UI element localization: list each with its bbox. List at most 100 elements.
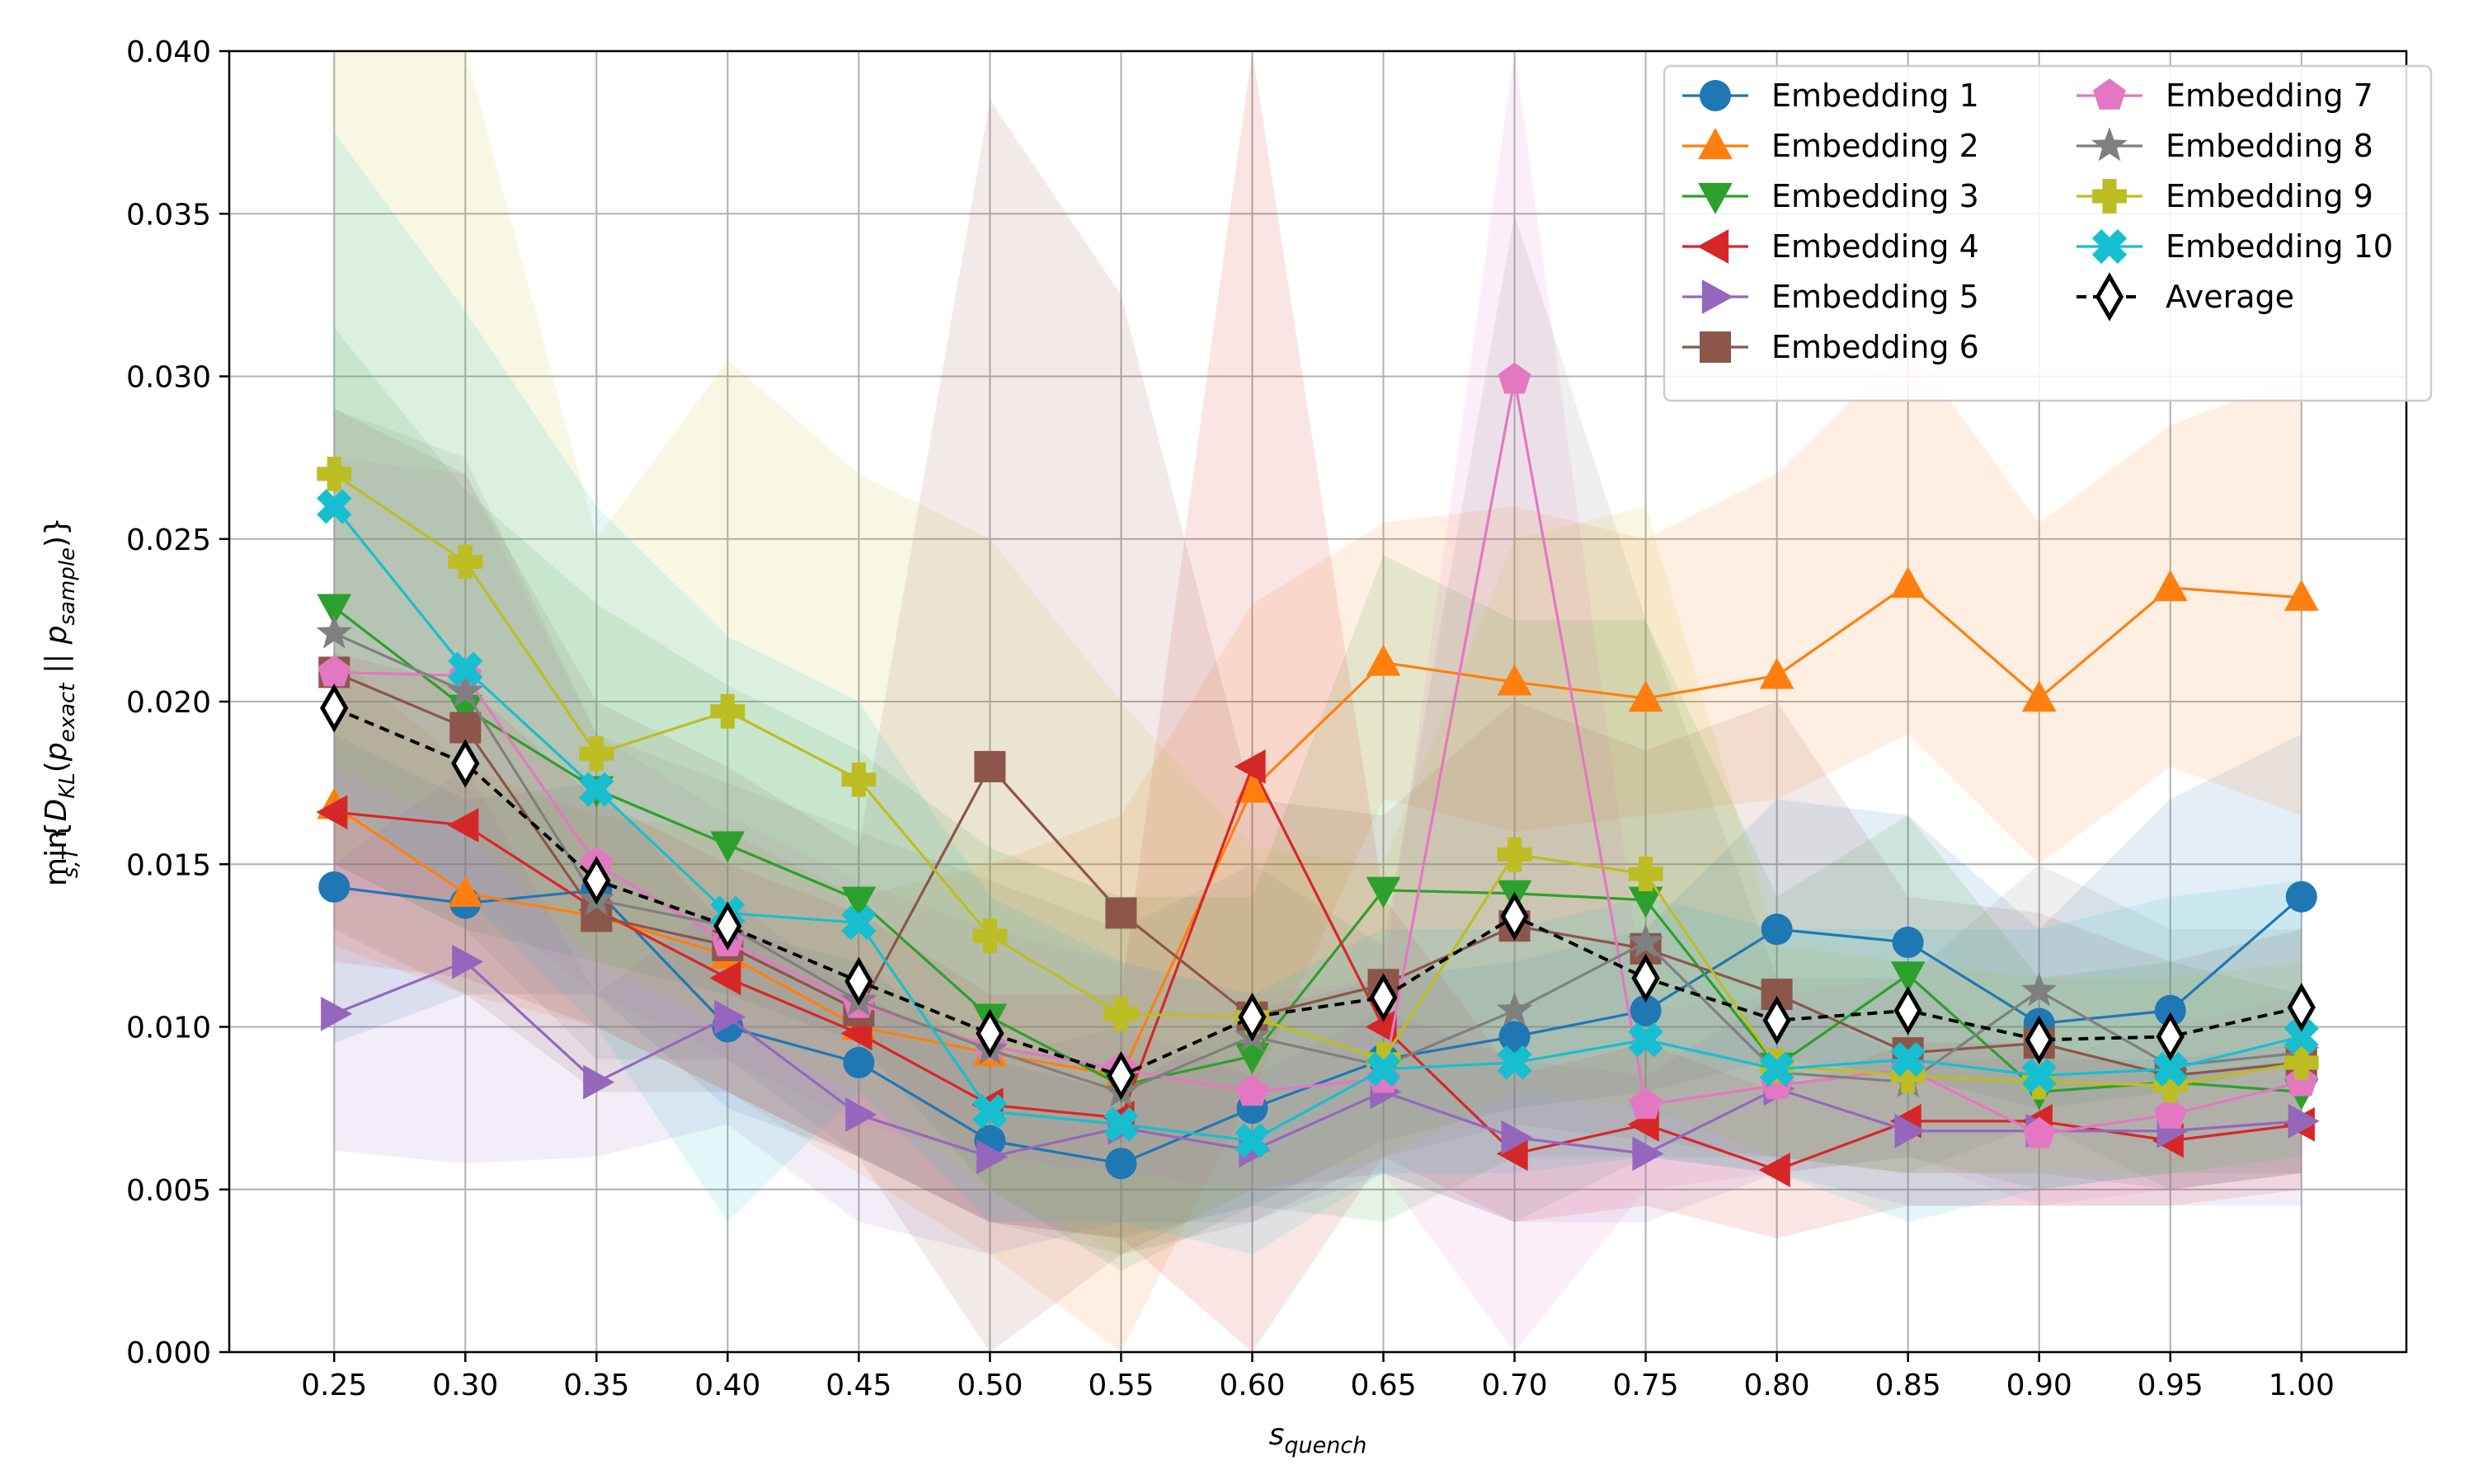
- data-point: [1238, 992, 1267, 1042]
- x-tick-label: 0.95: [2138, 1369, 2204, 1402]
- data-point: [1498, 362, 1531, 394]
- data-point: [2287, 983, 2316, 1032]
- series-line: [334, 885, 2302, 1165]
- legend-marker: [2093, 78, 2126, 110]
- data-point: [447, 808, 479, 843]
- data-point: [1366, 1051, 1401, 1087]
- data-point: [316, 795, 348, 830]
- data-point: [1632, 1136, 1664, 1172]
- data-point: [1893, 986, 1922, 1036]
- data-point: [1498, 1021, 1531, 1053]
- data-point: [2153, 1097, 2187, 1129]
- y-tick-label: 0.030: [126, 361, 211, 395]
- data-point: [452, 944, 484, 979]
- data-point: [2284, 1045, 2319, 1080]
- x-tick-label: 0.50: [957, 1369, 1023, 1402]
- data-point: [972, 918, 1008, 953]
- data-point: [845, 1097, 877, 1132]
- series-line: [333, 960, 2302, 1158]
- data-point: [583, 1064, 615, 1100]
- band-10: [334, 132, 2302, 1255]
- x-tick-label: 1.00: [2269, 1369, 2335, 1402]
- data-point: [448, 875, 483, 907]
- series-line: [333, 707, 2302, 1078]
- legend-item: Embedding 4: [1682, 228, 1979, 265]
- data-point: [1496, 1136, 1528, 1172]
- data-point: [1497, 664, 1532, 696]
- data-point: [2284, 1019, 2319, 1054]
- data-point: [2021, 1058, 2057, 1093]
- y-tick-label: 0.000: [126, 1336, 211, 1370]
- data-point: [1631, 953, 1660, 1003]
- data-point: [448, 544, 483, 580]
- data-point: [710, 831, 745, 863]
- data-point: [1497, 1045, 1532, 1080]
- data-point: [710, 693, 745, 729]
- data-point: [579, 736, 614, 772]
- legend-item: Embedding 7: [2077, 77, 2373, 114]
- data-point: [316, 614, 352, 649]
- data-point: [1759, 1051, 1794, 1087]
- data-point: [1894, 1113, 1926, 1148]
- data-point: [321, 996, 353, 1031]
- data-point: [1234, 749, 1266, 784]
- legend-label: Embedding 10: [2166, 228, 2393, 265]
- data-point: [1105, 897, 1137, 929]
- legend-marker: [2091, 127, 2128, 162]
- series-line: [334, 763, 2302, 1172]
- data-point: [976, 1139, 1009, 1175]
- data-point: [1496, 991, 1533, 1026]
- series-line: [332, 505, 2302, 1143]
- data-point: [317, 456, 352, 491]
- band-5: [334, 766, 2302, 1255]
- x-tick-label: 0.90: [2006, 1369, 2072, 1402]
- data-point: [1629, 1087, 1663, 1120]
- data-point: [1627, 923, 1664, 958]
- data-point: [972, 1093, 1008, 1129]
- x-tick-label: 0.25: [301, 1369, 367, 1402]
- legend-label: Embedding 7: [2166, 77, 2373, 114]
- legend-item: Embedding 3: [1682, 178, 1979, 214]
- legend-marker: [1698, 128, 1733, 160]
- data-point: [2285, 881, 2317, 913]
- legend-item: Embedding 5: [1682, 279, 1979, 315]
- legend-marker: [1697, 229, 1729, 264]
- band-7: [334, 51, 2302, 1352]
- svg-text:mins,T{DKL(pexact || psample)}: mins,T{DKL(pexact || psample)}: [40, 517, 83, 886]
- data-point: [449, 711, 482, 744]
- x-tick-label: 0.60: [1219, 1369, 1285, 1402]
- legend-marker: [1700, 80, 1731, 111]
- data-point: [2288, 1104, 2320, 1139]
- data-point: [1366, 644, 1401, 676]
- legend-item: Embedding 6: [1682, 329, 1979, 365]
- legend-item: Embedding 10: [2077, 228, 2393, 265]
- data-point: [1235, 1074, 1269, 1106]
- data-point: [714, 999, 746, 1035]
- series-11: [320, 683, 2316, 1101]
- data-point: [1497, 837, 1532, 872]
- data-point: [974, 750, 1006, 782]
- legend-label: Average: [2166, 279, 2294, 315]
- legend: Embedding 1 Embedding 2 Embedding 3 Embeddi…: [1663, 64, 2433, 402]
- band-6: [334, 100, 2302, 1352]
- data-point: [1759, 657, 1794, 689]
- legend-item: Average: [2077, 272, 2294, 322]
- data-point: [317, 594, 352, 626]
- data-point: [1235, 771, 1270, 803]
- data-point: [2284, 579, 2319, 611]
- x-axis-label: squench: [1269, 1418, 1367, 1458]
- data-point: [1892, 926, 1924, 958]
- data-point: [1500, 891, 1529, 942]
- data-point: [1105, 1148, 1137, 1180]
- y-axis-label: mins,T{DKL(pexact || psample)}: [40, 517, 83, 886]
- axes: 0.25 0.30 0.35 0.40 0.45 0.50 0.55 0.60 0.65 0.70…: [126, 35, 2335, 1402]
- band-4: [334, 51, 2302, 1352]
- y-tick-label: 0.010: [126, 1012, 211, 1045]
- data-point: [2156, 1012, 2185, 1062]
- series-line: [333, 632, 2302, 1094]
- y-tick-label: 0.025: [126, 524, 211, 557]
- x-tick-label: 0.30: [432, 1369, 498, 1402]
- x-tick-label: 0.75: [1613, 1369, 1679, 1402]
- series-line: [333, 582, 2302, 1078]
